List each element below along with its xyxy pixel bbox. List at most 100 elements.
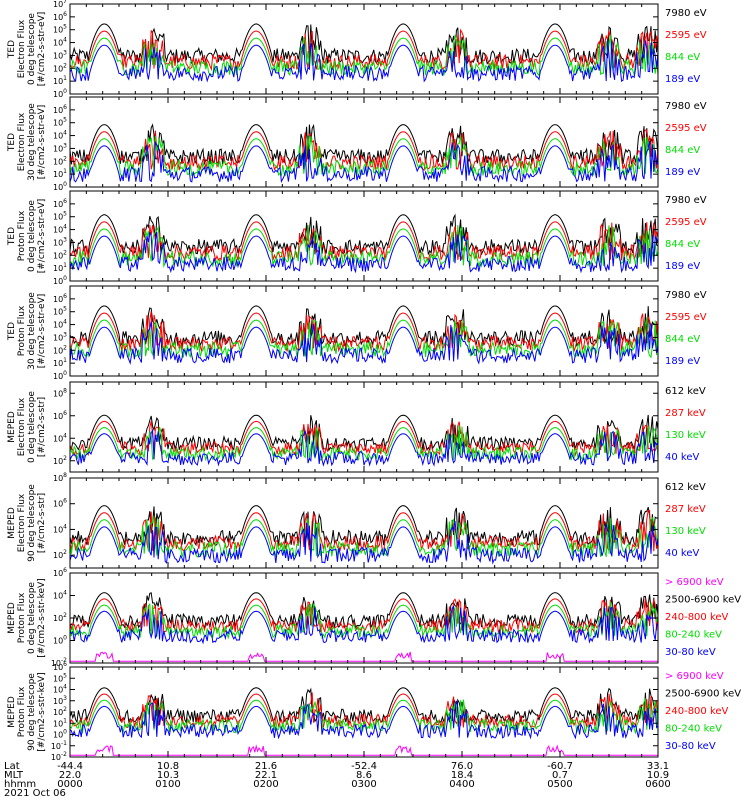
y-axis-label: TEDProton Flux0 deg telescope[#/cm2-s-st… bbox=[7, 199, 47, 274]
x-row-label: hhmm bbox=[4, 779, 36, 790]
series-line-3-4 bbox=[70, 231, 658, 274]
y-tick-label: 102 bbox=[53, 155, 67, 166]
panel-2-data bbox=[70, 123, 658, 184]
series-line-2-1 bbox=[70, 123, 658, 165]
y-tick-label: 102 bbox=[53, 706, 67, 717]
legend-entry: 40 keV bbox=[665, 548, 699, 559]
y-tick-label: 104 bbox=[53, 319, 67, 330]
y-tick-label: 105 bbox=[53, 672, 67, 683]
y-tick-label: 106 bbox=[53, 567, 67, 578]
x-tick-label: 76.0 bbox=[451, 761, 473, 772]
y-tick-label: 105 bbox=[53, 117, 67, 128]
y-tick-label: 106 bbox=[53, 410, 67, 421]
legend-entry: 2500-6900 keV bbox=[665, 689, 741, 700]
y-tick-label: 102 bbox=[53, 344, 67, 355]
x-row-label: 2021 Oct 06 bbox=[4, 788, 66, 799]
y-tick-label: 104 bbox=[53, 130, 67, 141]
legend-entry: 130 keV bbox=[665, 430, 706, 441]
series-line-2-2 bbox=[70, 129, 658, 172]
legend-entry: 240-800 keV bbox=[665, 706, 729, 717]
y-axis-label: MEPEDProton Flux0 deg telescope[#/cm2-s-… bbox=[7, 578, 47, 657]
y-tick-label: 106 bbox=[53, 498, 67, 509]
legend-entry: 189 eV bbox=[665, 261, 700, 272]
legend-entry: 2595 eV bbox=[665, 312, 707, 323]
y-tick-label: 102 bbox=[53, 62, 67, 73]
y-tick-label: 100 bbox=[53, 181, 67, 192]
y-tick-label: 108 bbox=[53, 387, 67, 398]
series-line-4-2 bbox=[70, 311, 658, 353]
legend-entry: 844 eV bbox=[665, 334, 700, 345]
series-line-8-4 bbox=[70, 697, 658, 735]
x-tick-label: 0000 bbox=[57, 779, 82, 790]
legend-entry: 40 keV bbox=[665, 452, 699, 463]
legend-entry: 287 keV bbox=[665, 504, 706, 515]
y-tick-label: 102 bbox=[53, 455, 67, 466]
panel-4-data bbox=[70, 305, 658, 366]
legend-entry: 240-800 keV bbox=[665, 612, 729, 623]
series-line-4-4 bbox=[70, 321, 658, 366]
legend-entry: 80-240 keV bbox=[665, 630, 722, 641]
x-tick-label: 10.9 bbox=[647, 770, 669, 781]
series-line-8-5 bbox=[70, 700, 658, 740]
legend-entry: 189 eV bbox=[665, 167, 700, 178]
y-tick-label: 10-1 bbox=[51, 740, 67, 751]
y-tick-label: 108 bbox=[53, 472, 67, 483]
y-tick-label: 101 bbox=[53, 262, 67, 273]
y-tick-label: 105 bbox=[53, 24, 67, 35]
y-tick-label: 104 bbox=[53, 590, 67, 601]
panel-6-data bbox=[70, 505, 658, 565]
legend-entry: 844 eV bbox=[665, 52, 700, 63]
legend-entry: 189 eV bbox=[665, 356, 700, 367]
legend-entry: 2595 eV bbox=[665, 123, 707, 134]
x-tick-label: -44.4 bbox=[57, 761, 83, 772]
series-line-3-1 bbox=[70, 213, 658, 256]
series-line-6-1 bbox=[70, 505, 658, 547]
y-tick-label: 106 bbox=[53, 293, 67, 304]
series-line-7-4 bbox=[70, 601, 658, 640]
y-tick-label: 104 bbox=[53, 37, 67, 48]
x-tick-label: 10.3 bbox=[157, 770, 179, 781]
y-tick-label: 106 bbox=[53, 198, 67, 209]
legend-entry: 189 eV bbox=[665, 74, 700, 85]
series-line-2-3 bbox=[70, 135, 658, 177]
legend-entry: 2595 eV bbox=[665, 30, 707, 41]
series-line-4-3 bbox=[70, 317, 658, 359]
series-line-8-3 bbox=[70, 692, 658, 729]
legend-entry: > 6900 keV bbox=[665, 577, 724, 588]
legend-entry: 287 keV bbox=[665, 408, 706, 419]
y-tick-label: 102 bbox=[53, 249, 67, 260]
panel-frame bbox=[69, 3, 659, 95]
y-tick-label: 100 bbox=[53, 370, 67, 381]
y-tick-label: 102 bbox=[53, 549, 67, 560]
x-tick-label: -52.4 bbox=[351, 761, 377, 772]
x-tick-label: 0500 bbox=[547, 779, 572, 790]
y-tick-label: 101 bbox=[53, 75, 67, 86]
y-tick-label: 100 bbox=[53, 88, 67, 99]
series-line-5-1 bbox=[70, 414, 658, 452]
y-tick-label: 102 bbox=[53, 612, 67, 623]
series-line-5-2 bbox=[70, 420, 658, 457]
series-line-2-4 bbox=[70, 140, 658, 184]
y-tick-label: 106 bbox=[53, 661, 67, 672]
y-tick-label: 104 bbox=[53, 432, 67, 443]
x-tick-label: 22.0 bbox=[59, 770, 81, 781]
legend-entry: 7980 eV bbox=[665, 195, 707, 206]
legend-entry: 30-80 keV bbox=[665, 647, 716, 658]
y-tick-label: 103 bbox=[53, 49, 67, 60]
y-axis-label: MEPEDElectron Flux90 deg telescope[#/cm2… bbox=[7, 484, 47, 562]
y-tick-label: 106 bbox=[53, 104, 67, 115]
legend-entry: 130 keV bbox=[665, 526, 706, 537]
y-axis-label: TEDElectron Flux0 deg telescope[#/cm2-s-… bbox=[7, 12, 47, 87]
y-tick-label: 103 bbox=[53, 236, 67, 247]
x-tick-label: 0600 bbox=[645, 779, 670, 790]
y-tick-label: 101 bbox=[53, 357, 67, 368]
y-tick-label: 103 bbox=[53, 695, 67, 706]
y-tick-label: 101 bbox=[53, 717, 67, 728]
series-line-5-4 bbox=[70, 428, 658, 467]
series-line-6-4 bbox=[70, 520, 658, 565]
